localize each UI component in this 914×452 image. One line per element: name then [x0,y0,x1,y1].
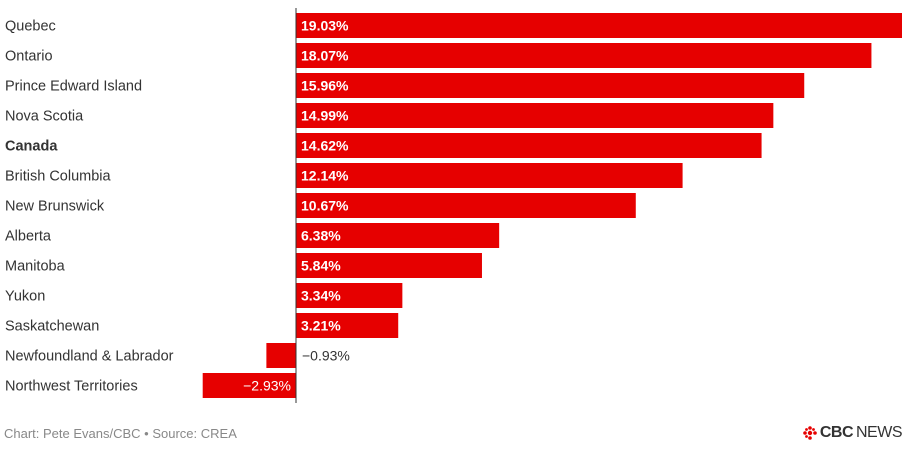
value-label-nova-scotia: 14.99% [301,108,349,124]
value-label-prince-edward-island: 15.96% [301,78,349,94]
category-label-yukon: Yukon [5,289,45,305]
bar-alberta [296,223,500,248]
bar-ontario [296,43,872,68]
bar-new-brunswick [296,193,636,218]
value-label-british-columbia: 12.14% [301,168,349,184]
cbc-gem-icon [803,426,817,440]
bar-nova-scotia [296,103,774,128]
value-label-northwest-territories: −2.93% [243,378,291,394]
category-label-quebec: Quebec [5,19,56,35]
bar-canada [296,133,762,158]
bar-yukon [296,283,403,308]
bar-british-columbia [296,163,683,188]
bar-newfoundland-and-labrador [266,343,296,368]
value-label-canada: 14.62% [301,138,349,154]
logo-brand-text: CBC [819,424,854,441]
value-label-newfoundland-and-labrador: −0.93% [302,348,350,364]
category-label-newfoundland-and-labrador: Newfoundland & Labrador [5,349,174,365]
value-label-quebec: 19.03% [301,18,349,34]
value-label-ontario: 18.07% [301,48,349,64]
value-labels: 19.03% 18.07% 15.96% 14.99% 14.62% 12.14% 10.6… [243,18,350,394]
value-label-yukon: 3.34% [301,288,341,304]
category-label-ontario: Ontario [5,49,53,65]
category-label-northwest-territories: Northwest Territories [5,379,138,395]
cbc-news-logo: CBC NEWS [803,424,903,442]
value-label-new-brunswick: 10.67% [301,198,349,214]
category-label-new-brunswick: New Brunswick [5,199,105,215]
bars [202,13,902,398]
category-label-canada: Canada [5,139,58,155]
bar-manitoba [296,253,482,278]
category-label-prince-edward-island: Prince Edward Island [5,79,142,95]
logo-product-text: NEWS [856,424,903,441]
value-label-manitoba: 5.84% [301,258,341,274]
bar-quebec [296,13,902,38]
category-label-manitoba: Manitoba [5,259,66,275]
category-label-british-columbia: British Columbia [5,169,111,185]
value-label-alberta: 6.38% [301,228,341,244]
bar-saskatchewan [296,313,399,338]
category-label-nova-scotia: Nova Scotia [5,109,84,125]
chart-source-credit: Chart: Pete Evans/CBC • Source: CREA [4,426,237,441]
bar-northwest-territories [202,373,296,398]
bar-chart: Quebec Ontario Prince Edward Island Nova Sc… [5,8,902,403]
category-labels: Quebec Ontario Prince Edward Island Nova Sc… [5,19,174,395]
category-label-saskatchewan: Saskatchewan [5,319,99,335]
value-label-saskatchewan: 3.21% [301,318,341,334]
bar-prince-edward-island [296,73,805,98]
category-label-alberta: Alberta [5,229,52,245]
